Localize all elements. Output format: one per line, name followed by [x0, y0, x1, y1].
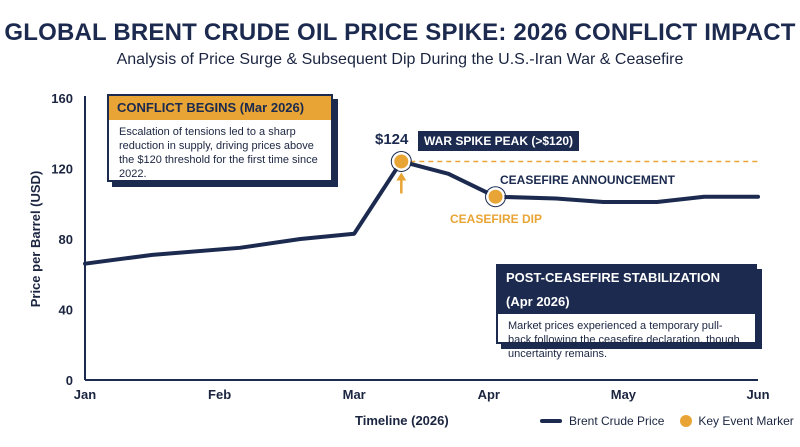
ceasefire-announcement-label: CEASEFIRE ANNOUNCEMENT: [500, 173, 675, 187]
key-event-marker: [392, 152, 411, 171]
peak-arrow-head: [396, 172, 407, 181]
chart-title: GLOBAL BRENT CRUDE OIL PRICE SPIKE: 2026…: [4, 19, 796, 46]
legend: Brent Crude Price Key Event Marker: [540, 414, 794, 428]
post-ceasefire-body: Market prices experienced a temporary pu…: [508, 320, 740, 360]
key-event-marker: [486, 187, 505, 206]
key-event-marker-ring: [485, 186, 507, 208]
post-ceasefire-title: POST-CEASEFIRE STABILIZATION (Apr 2026): [498, 266, 755, 314]
y-tick-label: 80: [59, 232, 73, 247]
y-tick-label: 40: [59, 303, 73, 318]
y-tick-label: 0: [66, 373, 73, 388]
legend-line-swatch: [540, 419, 562, 423]
x-tick-label: Apr: [478, 387, 500, 402]
x-axis-label: Timeline (2026): [355, 413, 449, 428]
y-tick-label: 120: [51, 162, 73, 177]
series-line-brent-crude: [83, 159, 760, 266]
y-tick-label: 160: [51, 91, 73, 106]
war-spike-peak-tag: WAR SPIKE PEAK (>$120): [418, 131, 580, 151]
ceasefire-dip-label: CEASEFIRE DIP: [450, 212, 543, 226]
x-tick-label: Jan: [74, 387, 96, 402]
peak-value-label: $124: [375, 131, 409, 148]
conflict-begins-title: CONFLICT BEGINS (Mar 2026): [109, 96, 331, 120]
legend-marker-label: Key Event Marker: [698, 414, 794, 428]
key-event-marker-ring: [390, 150, 412, 172]
conflict-begins-box: CONFLICT BEGINS (Mar 2026) Escalation of…: [107, 94, 333, 182]
x-tick-label: May: [611, 387, 637, 402]
conflict-begins-body: Escalation of tensions led to a sharp re…: [119, 126, 318, 180]
y-axis-label: Price per Barrel (USD): [28, 171, 43, 308]
x-tick-label: Mar: [343, 387, 366, 402]
x-tick-label: Feb: [208, 387, 231, 402]
legend-line-label: Brent Crude Price: [569, 414, 665, 428]
legend-marker-swatch: [680, 415, 693, 427]
chart-subtitle: Analysis of Price Surge & Subsequent Dip…: [116, 51, 684, 68]
x-tick-label: Jun: [746, 387, 769, 402]
post-ceasefire-box: POST-CEASEFIRE STABILIZATION (Apr 2026) …: [496, 264, 757, 360]
